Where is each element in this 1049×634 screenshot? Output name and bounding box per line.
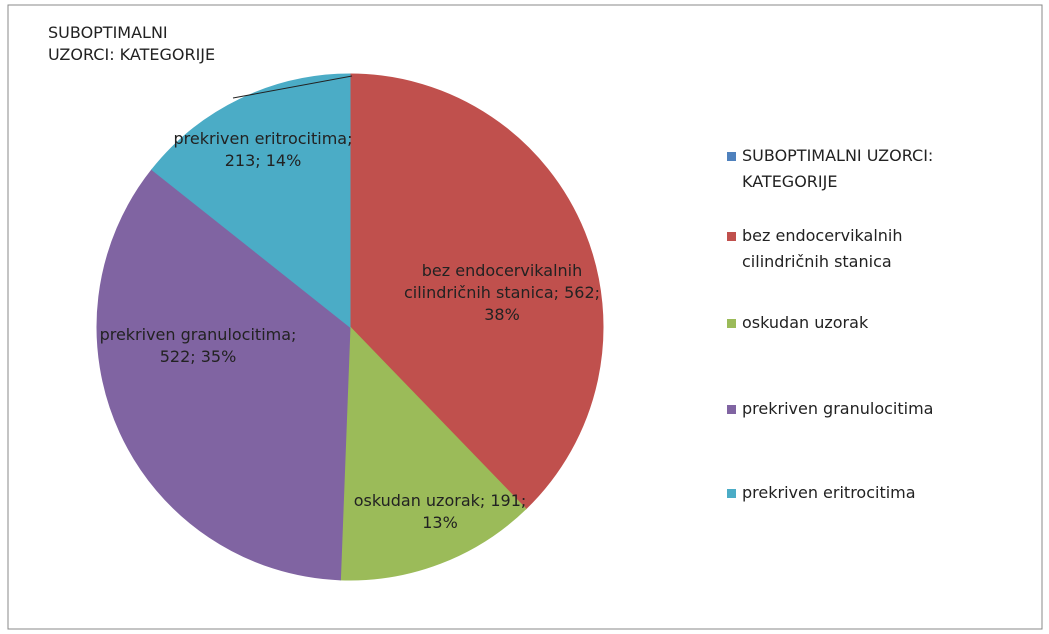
data-label: oskudan uzorak; 191; 13%	[353, 491, 527, 532]
data-label: SUBOPTIMALNI UZORCI: KATEGORIJE	[48, 23, 216, 64]
pie-slice	[339, 325, 527, 581]
legend-swatch	[727, 319, 736, 328]
data-label: prekriven eritrocitima; 213; 14%	[173, 129, 353, 170]
pie-slice	[151, 73, 351, 329]
legend-label: prekriven eritrocitima	[742, 483, 916, 502]
data-label: prekriven granulocitima; 522; 35%	[99, 325, 297, 366]
legend-swatch	[727, 489, 736, 498]
legend-swatch	[727, 152, 736, 161]
legend-label: oskudan uzorak	[742, 313, 869, 332]
data-label: bez endocervikalnih cilindričnih stanica…	[403, 261, 601, 324]
legend-label: SUBOPTIMALNI UZORCI: KATEGORIJE	[742, 146, 934, 191]
legend-label: bez endocervikalnih cilindričnih stanica	[742, 226, 903, 271]
legend-swatch	[727, 405, 736, 414]
pie-slice	[349, 73, 604, 510]
pie-slice	[96, 168, 351, 581]
legend-swatch	[727, 232, 736, 241]
legend-label: prekriven granulocitima	[742, 399, 934, 418]
leader-line	[232, 75, 353, 99]
